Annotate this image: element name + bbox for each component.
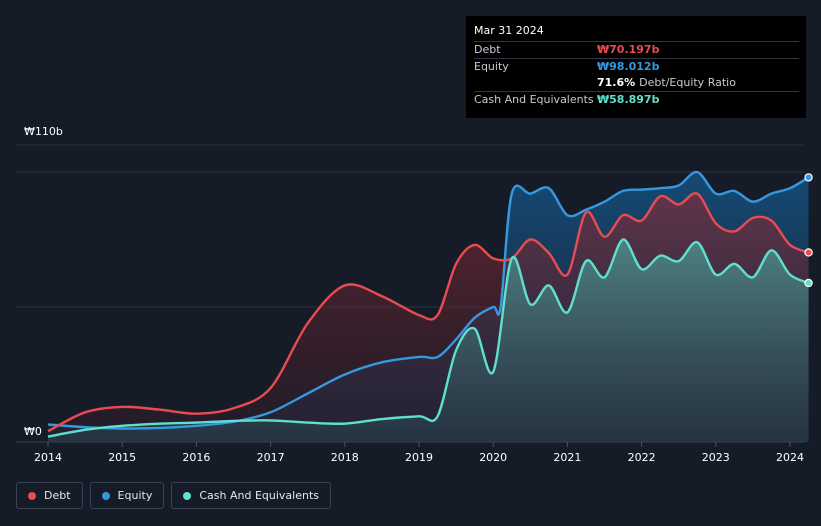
x-axis-tick-label: 2024 [776,451,804,464]
x-axis-tick-label: 2019 [405,451,433,464]
legend-item-debt[interactable]: Debt [16,482,83,509]
y-axis-max-label: ₩110b [24,125,63,138]
tooltip-row-ratio: 71.6% Debt/Equity Ratio [474,75,799,91]
tooltip-date: Mar 31 2024 [474,24,544,37]
x-axis-tick-label: 2014 [34,451,62,464]
tooltip-debt-value: ₩70.197b [597,43,660,56]
series-lines [47,170,810,438]
debt-line [47,191,810,433]
equity-dot-icon [101,491,110,500]
x-axis-tick-label: 2018 [331,451,359,464]
legend-item-cash[interactable]: Cash And Equivalents [171,482,331,509]
x-axis-tick-label: 2022 [628,451,656,464]
legend-debt-label: Debt [44,489,71,502]
debt-dot-icon [28,491,36,500]
area-fills [48,171,809,442]
tooltip-debt-label: Debt [474,43,501,56]
x-axis-tick-label: 2021 [553,451,581,464]
debt-end-point [804,248,813,257]
x-axis-tick-label: 2016 [182,451,210,464]
cash-and-equivalents-line [47,238,810,438]
tooltip-ratio-value: 71.6% [597,76,636,89]
tooltip-equity-label: Equity [474,60,509,73]
legend-cash-label: Cash And Equivalents [199,489,319,502]
end-markers [804,173,813,288]
y-axis-zero-label: ₩0 [24,425,42,438]
tooltip-equity-value: ₩98.012b [597,60,660,73]
tooltip-ratio-label: Debt/Equity Ratio [639,76,736,89]
cash-and-equivalents-end-point [804,278,813,288]
x-axis-tick-label: 2017 [257,451,285,464]
cash-dot-icon [183,491,192,500]
tooltip-row-debt: Debt ₩70.197b [474,41,799,58]
equity-line [47,170,810,430]
legend-equity-label: Equity [117,489,153,502]
tooltip-panel: Mar 31 2024 Debt ₩70.197b Equity ₩98.012… [466,16,806,118]
legend-item-equity[interactable]: Equity [89,482,165,509]
x-axis-tick-label: 2020 [479,451,507,464]
tooltip-cash-label: Cash And Equivalents [474,93,594,106]
chart-legend: Debt Equity Cash And Equivalents [16,482,338,511]
cash-and-equivalents-area [48,239,809,442]
axis-labels: ₩110b ₩0 2014 2015 2016 2017 2018 2019 2020 2021 2… [24,125,804,464]
equity-end-point [804,173,813,182]
x-axis-tick-label: 2023 [702,451,730,464]
tooltip-cash-value: ₩58.897b [597,93,660,106]
tooltip-ratio-spacer [474,75,597,91]
tooltip-row-cash: Cash And Equivalents ₩58.897b [474,91,799,108]
x-axis-tick-label: 2015 [108,451,136,464]
tooltip-row-equity: Equity ₩98.012b [474,58,799,75]
